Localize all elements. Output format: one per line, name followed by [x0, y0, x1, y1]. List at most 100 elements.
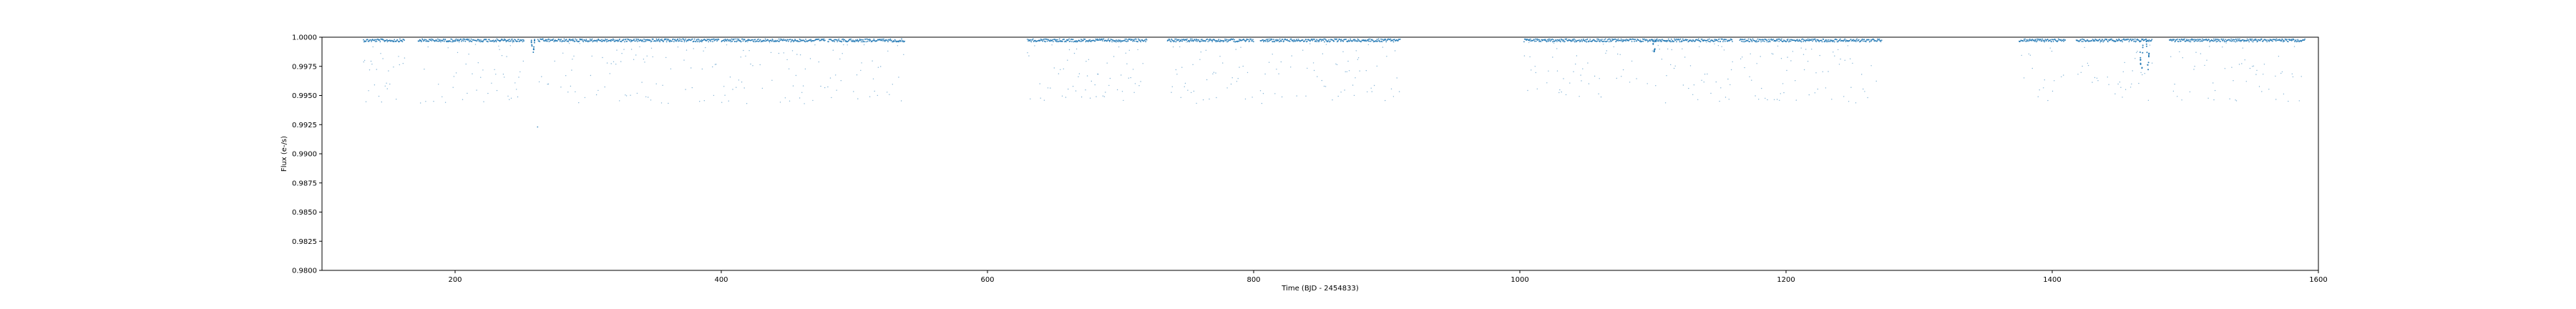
data-point — [656, 39, 658, 41]
data-point — [2140, 40, 2142, 42]
y-tick-label: 0.9875 — [292, 180, 317, 187]
data-point — [534, 39, 536, 41]
data-point — [522, 39, 525, 41]
data-point — [1370, 87, 1372, 89]
data-point — [1030, 39, 1031, 41]
data-point — [723, 39, 725, 41]
data-point — [1198, 39, 1199, 41]
data-point — [2245, 81, 2247, 82]
data-point — [546, 40, 548, 42]
data-point — [615, 39, 617, 41]
data-point — [683, 59, 685, 61]
data-point — [443, 41, 445, 42]
data-point — [560, 39, 562, 40]
data-point — [613, 38, 614, 40]
data-point — [1837, 41, 1839, 43]
data-point — [2148, 55, 2150, 57]
data-point — [2027, 40, 2029, 42]
data-point — [537, 126, 539, 128]
data-point — [1556, 70, 1558, 72]
data-point — [2177, 38, 2178, 40]
data-point — [1760, 39, 1762, 41]
data-point — [1604, 39, 1605, 41]
data-point — [683, 41, 686, 43]
data-point — [659, 41, 661, 43]
data-point — [1061, 95, 1063, 97]
data-point — [1584, 40, 1586, 42]
data-point — [1051, 44, 1053, 46]
data-point — [1312, 62, 1314, 64]
data-point — [628, 40, 630, 41]
data-point — [1776, 40, 1778, 41]
data-point — [1646, 41, 1649, 43]
data-point — [1815, 41, 1818, 43]
data-point — [507, 39, 509, 41]
data-point — [1766, 39, 1768, 41]
data-point — [1804, 39, 1806, 41]
data-point — [869, 39, 872, 41]
data-point — [2233, 40, 2235, 42]
data-point — [1057, 39, 1058, 41]
data-point — [1729, 39, 1731, 41]
data-point — [686, 41, 688, 42]
data-point — [2041, 38, 2044, 40]
data-point — [1302, 39, 1304, 41]
data-point — [2215, 39, 2217, 41]
data-point — [751, 39, 753, 41]
data-point — [1836, 39, 1838, 41]
data-point — [1347, 60, 1349, 62]
data-point — [2216, 39, 2218, 40]
data-point — [1298, 39, 1300, 41]
data-point — [2184, 38, 2186, 40]
data-point — [393, 41, 395, 43]
data-point — [500, 40, 502, 41]
data-point — [1370, 40, 1372, 42]
data-point — [2220, 41, 2221, 42]
data-point — [1529, 40, 1531, 41]
data-point — [847, 44, 848, 46]
data-point — [2230, 38, 2233, 40]
data-point — [2082, 41, 2084, 42]
data-point — [401, 39, 403, 41]
data-point — [1143, 40, 1145, 42]
data-point — [794, 39, 796, 41]
data-point — [1606, 50, 1607, 52]
data-point — [1137, 49, 1138, 51]
data-point — [555, 39, 556, 41]
data-point — [1103, 96, 1106, 97]
data-point — [1870, 39, 1872, 41]
data-point — [495, 39, 497, 41]
data-point — [443, 38, 444, 40]
data-point — [753, 41, 755, 43]
data-point — [570, 85, 572, 87]
data-point — [1043, 40, 1045, 42]
data-point — [1347, 39, 1350, 41]
data-point — [2171, 40, 2173, 41]
data-point — [820, 39, 822, 41]
data-point — [401, 41, 404, 43]
data-point — [798, 41, 799, 42]
data-point — [731, 40, 733, 42]
data-point — [904, 40, 906, 42]
data-point — [1868, 39, 1870, 41]
data-point — [513, 41, 514, 42]
data-point — [1858, 39, 1860, 41]
data-point — [2285, 39, 2287, 40]
data-point — [701, 41, 703, 43]
data-point — [2111, 38, 2112, 40]
data-point — [1603, 41, 1605, 42]
data-point — [636, 92, 638, 94]
data-point — [1783, 39, 1785, 41]
data-point — [655, 38, 658, 40]
data-point — [470, 38, 472, 40]
data-point — [1747, 40, 1749, 41]
data-point — [1055, 39, 1058, 41]
data-point — [663, 41, 664, 43]
data-point — [1832, 41, 1834, 43]
data-point — [2026, 39, 2029, 41]
data-point — [796, 39, 799, 41]
data-point — [1108, 84, 1110, 87]
data-point — [1204, 40, 1206, 42]
data-point — [1749, 41, 1751, 42]
data-point — [844, 39, 846, 41]
